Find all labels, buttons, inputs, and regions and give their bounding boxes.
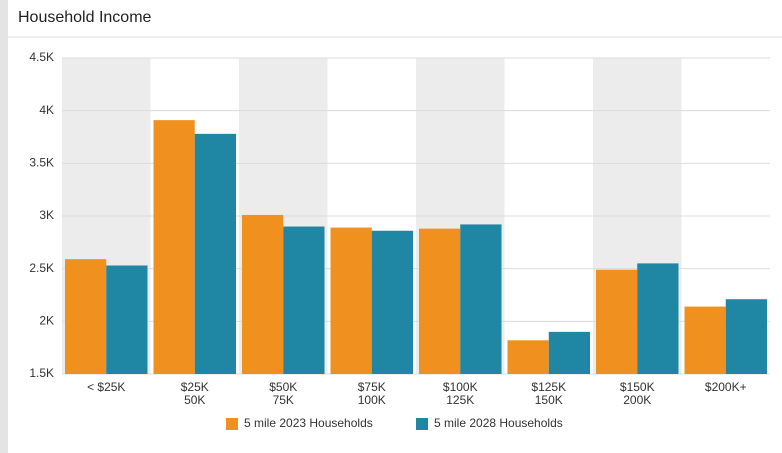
bar — [371, 230, 413, 374]
bar — [194, 133, 236, 374]
legend-item[interactable]: 5 mile 2028 Households — [416, 416, 563, 430]
y-tick-label: 3K — [39, 208, 54, 222]
x-tick-label: $100K — [443, 380, 478, 394]
x-tick-label: < $25K — [87, 380, 125, 394]
y-tick-label: 2.5K — [29, 261, 54, 275]
x-tick-label: 50K — [184, 393, 205, 407]
bar — [637, 263, 679, 374]
x-tick-label: 200K — [623, 393, 651, 407]
x-tick-label: $150K — [620, 380, 655, 394]
bar — [330, 227, 372, 374]
x-tick-label: $25K — [181, 380, 209, 394]
x-tick-label: 150K — [535, 393, 563, 407]
bar — [548, 331, 590, 374]
y-tick-label: 4K — [39, 103, 54, 117]
bar — [283, 226, 325, 374]
legend-swatch — [226, 418, 238, 430]
legend-label: 5 mile 2028 Households — [434, 416, 563, 430]
bar — [106, 265, 148, 374]
bar — [684, 306, 726, 374]
bar — [419, 228, 461, 374]
bar — [65, 259, 107, 374]
bar — [460, 224, 502, 374]
legend-swatch — [416, 418, 428, 430]
x-tick-label: $200K+ — [705, 380, 747, 394]
x-tick-label: $50K — [269, 380, 297, 394]
x-tick-label: 125K — [446, 393, 474, 407]
x-tick-label: $75K — [358, 380, 386, 394]
bar — [507, 340, 549, 374]
x-tick-label: 100K — [358, 393, 386, 407]
bar — [596, 269, 638, 374]
bar — [242, 214, 284, 374]
y-tick-label: 3.5K — [29, 156, 54, 170]
x-tick-label: 75K — [273, 393, 294, 407]
bar — [153, 120, 195, 374]
legend-item[interactable]: 5 mile 2023 Households — [226, 416, 373, 430]
y-tick-label: 1.5K — [29, 366, 54, 380]
legend-label: 5 mile 2023 Households — [244, 416, 373, 430]
y-tick-label: 2K — [39, 314, 54, 328]
x-tick-label: $125K — [531, 380, 566, 394]
bar — [725, 299, 767, 374]
y-tick-label: 4.5K — [29, 50, 54, 64]
chart-title: Household Income — [18, 9, 152, 26]
